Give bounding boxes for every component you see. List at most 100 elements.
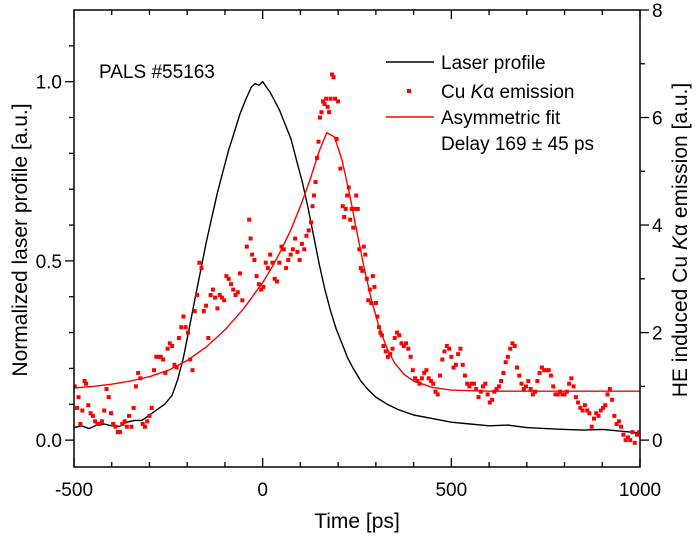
- emission-data-point: [355, 206, 360, 211]
- emission-data-point: [413, 376, 418, 381]
- emission-data-point: [465, 381, 470, 386]
- emission-data-point: [596, 413, 601, 418]
- series-asymmetric-fit: [74, 131, 640, 392]
- emission-data-point: [338, 166, 343, 171]
- emission-data-point: [467, 384, 472, 389]
- emission-data-point: [537, 370, 542, 375]
- emission-data-point: [195, 293, 199, 297]
- emission-data-point: [515, 365, 519, 370]
- emission-data-point: [378, 330, 383, 335]
- emission-data-point: [433, 389, 438, 394]
- emission-data-point: [503, 360, 508, 365]
- legend-label: Delay 169 ± 45 ps: [441, 134, 594, 155]
- emission-data-point: [410, 368, 415, 373]
- emission-data-point: [555, 392, 560, 397]
- emission-data-point: [483, 381, 488, 386]
- emission-data-point: [78, 422, 83, 426]
- emission-data-point: [558, 389, 562, 394]
- emission-data-point: [334, 137, 339, 141]
- emission-data-point: [127, 413, 132, 418]
- emission-data-point: [351, 225, 356, 230]
- emission-data-point: [417, 381, 422, 386]
- x-tick-label: 0: [257, 480, 268, 501]
- emission-data-point: [551, 384, 556, 389]
- emission-data-point: [517, 373, 522, 378]
- legend-item: Delay 169 ± 45 ps: [441, 134, 594, 155]
- emission-data-point: [156, 354, 161, 359]
- emission-data-point: [601, 405, 605, 410]
- emission-data-point: [179, 325, 184, 330]
- legend-label: Laser profile: [441, 53, 546, 74]
- legend-label: Cu Kα emission: [441, 82, 575, 103]
- emission-data-point: [318, 115, 322, 120]
- emission-data-point: [165, 346, 170, 351]
- emission-data-point: [306, 228, 311, 233]
- emission-data-point: [197, 260, 202, 265]
- emission-data-point: [109, 411, 113, 416]
- emission-data-point: [456, 352, 461, 357]
- emission-data-point: [327, 110, 332, 115]
- emission-data-point: [93, 419, 98, 424]
- emission-data-point: [140, 422, 145, 426]
- emission-data-point: [176, 336, 181, 340]
- emission-data-point: [404, 341, 409, 346]
- emission-data-point: [328, 96, 333, 101]
- emission-data-point: [277, 260, 282, 265]
- emission-data-point: [426, 376, 431, 381]
- emission-data-point: [113, 424, 118, 429]
- y-right-tick-label: 0: [652, 431, 663, 452]
- emission-data-point: [186, 330, 190, 335]
- y-right-tick-label: 6: [652, 109, 663, 130]
- emission-data-point: [431, 381, 436, 386]
- emission-data-point: [476, 395, 481, 400]
- emission-data-point: [582, 403, 587, 408]
- emission-data-point: [345, 193, 350, 198]
- emission-data-point: [447, 346, 452, 351]
- emission-data-point: [104, 387, 109, 391]
- plot-frame: [73, 9, 641, 468]
- emission-data-point: [621, 432, 626, 437]
- emission-data-point: [254, 274, 259, 279]
- emission-data-point: [86, 403, 91, 408]
- emission-data-point: [397, 333, 402, 338]
- emission-data-point: [510, 341, 515, 346]
- emission-data-point: [614, 422, 619, 426]
- x-axis-title: Time [ps]: [314, 510, 400, 533]
- emission-data-point: [120, 422, 125, 426]
- emission-data-point: [238, 271, 242, 276]
- emission-data-point: [544, 368, 549, 373]
- series-laser-profile: [74, 80, 640, 434]
- emission-data-point: [256, 282, 261, 287]
- emission-data-point: [512, 344, 517, 348]
- emission-data-point: [261, 284, 266, 289]
- emission-data-point: [288, 252, 293, 257]
- emission-data-point: [342, 215, 347, 219]
- emission-data-point: [363, 252, 368, 257]
- x-tick-label: -500: [55, 480, 93, 501]
- emission-data-point: [284, 266, 289, 271]
- emission-data-point: [442, 349, 447, 354]
- emission-data-point: [373, 301, 378, 305]
- emission-data-point: [226, 276, 231, 281]
- emission-data-point: [370, 274, 375, 279]
- axis-ticks: -500 0 500 1000 0.0 0.5 1.0 0 2 4 6 8: [36, 1, 663, 501]
- emission-data-point: [395, 330, 399, 335]
- emission-data-point: [585, 408, 590, 413]
- emission-data-point: [354, 193, 359, 198]
- emission-data-point: [265, 266, 270, 271]
- emission-data-point: [521, 387, 526, 391]
- emission-data-point: [131, 405, 136, 410]
- emission-data-point: [270, 260, 275, 265]
- emission-data-point: [399, 341, 404, 346]
- y-axis-right-title: HE induced Cu Kα emission [a.u.]: [669, 83, 692, 397]
- emission-data-point: [231, 287, 236, 292]
- emission-data-point: [349, 206, 354, 211]
- emission-data-point: [519, 381, 524, 386]
- emission-data-point: [208, 293, 213, 297]
- emission-data-point: [95, 422, 100, 426]
- emission-data-point: [576, 400, 581, 405]
- emission-data-point: [388, 352, 393, 357]
- emission-data-point: [592, 416, 596, 421]
- emission-data-point: [562, 392, 567, 397]
- emission-data-point: [605, 392, 610, 397]
